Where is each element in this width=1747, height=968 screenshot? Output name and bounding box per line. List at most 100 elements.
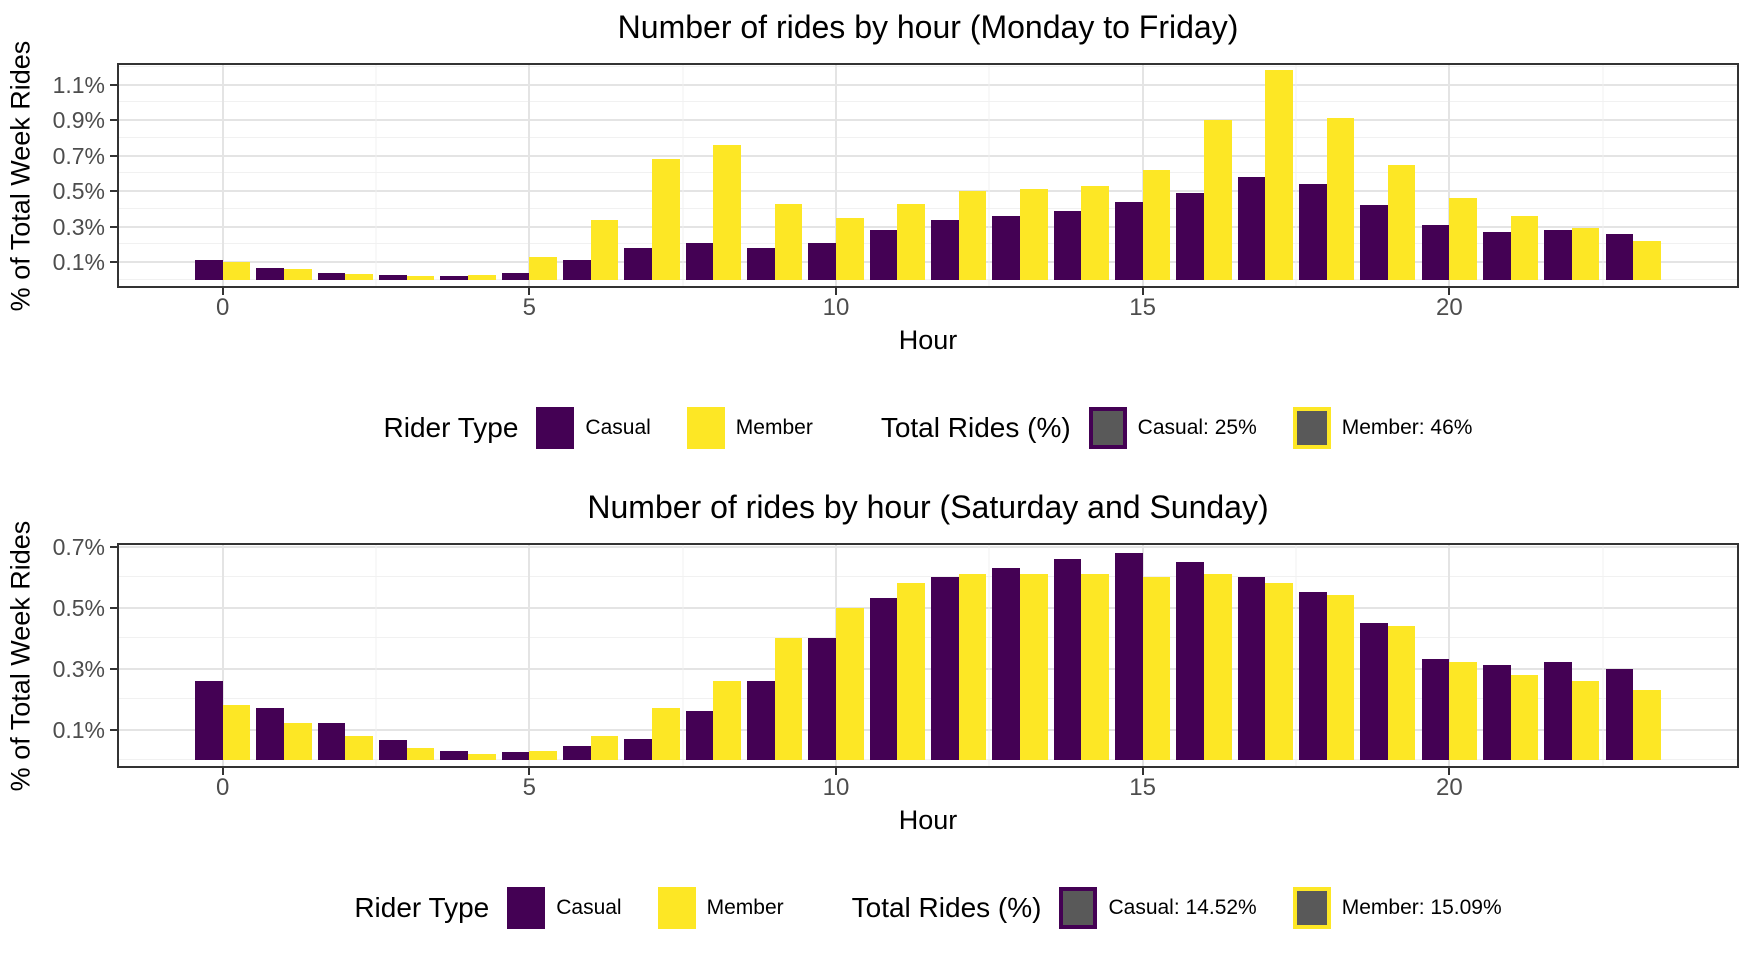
weekend-x-axis-title: Hour (898, 805, 958, 835)
weekday-plot-panel (117, 63, 1739, 288)
weekend-casual-bar-hour-2 (317, 723, 346, 760)
weekday-casual-bar-hour-16 (1176, 192, 1204, 280)
total-rides-legend-title: Total Rides (%) (880, 412, 1071, 443)
weekday-x-axis: 0 5 10 15 20 (117, 288, 1739, 321)
weekend-bar-group-hour-18 (1296, 545, 1357, 760)
y-tick-mark (110, 545, 117, 548)
weekday-bar-group-hour-20 (1419, 65, 1480, 280)
weekend-chart-body: % of Total Week Rides 0.1% 0.3% 0.5% 0.7% (0, 520, 1747, 791)
weekday-chart-body: % of Total Week Rides 0.1% 0.3% 0.5% 0.7% 0.… (0, 40, 1747, 311)
y-tick-mark (110, 154, 117, 157)
weekday-bar-group-hour-9 (744, 65, 805, 280)
x-tick-mark (528, 288, 531, 295)
y-tick-label: 0.1% (52, 249, 105, 276)
weekend-bar-group-hour-13 (989, 545, 1050, 760)
weekday-member-bar-hour-10 (835, 217, 864, 280)
minor-gridline-y (119, 698, 1737, 700)
weekday-casual-bar-hour-4 (440, 275, 468, 280)
weekend-casual-bar-hour-15 (1114, 552, 1143, 760)
weekday-member-bar-hour-4 (467, 274, 496, 280)
weekend-casual-bar-hour-0 (195, 680, 223, 760)
weekend-member-bar-hour-11 (897, 583, 925, 760)
weekend-bar-group-hour-12 (928, 545, 989, 760)
x-tick-label: 0 (215, 294, 230, 321)
weekday-bar-group-hour-1 (253, 65, 314, 280)
weekend-casual-bar-hour-18 (1298, 592, 1327, 760)
weekday-member-bar-hour-7 (651, 159, 680, 280)
weekend-bar-group-hour-7 (621, 545, 682, 760)
weekday-member-bar-hour-15 (1142, 169, 1171, 280)
weekday-bar-group-hour-10 (805, 65, 866, 280)
weekday-casual-bar-hour-15 (1114, 201, 1143, 280)
minor-gridline-y (119, 207, 1737, 209)
weekday-member-bar-hour-17 (1265, 70, 1293, 280)
weekend-casual-bar-hour-5 (501, 752, 530, 760)
weekend-casual-bar-hour-22 (1544, 662, 1572, 760)
weekend-legend: Rider Type Casual Member Total Rides (%)… (117, 884, 1739, 932)
weekend-member-bar-hour-1 (283, 723, 312, 760)
weekend-bar-group-hour-3 (376, 545, 437, 760)
x-tick-label: 0 (215, 774, 230, 801)
weekend-casual-bar-hour-20 (1421, 659, 1450, 760)
weekend-bar-group-hour-6 (560, 545, 621, 760)
weekday-member-bar-hour-0 (222, 262, 251, 280)
weekday-legend: Rider Type Casual Member Total Rides (%)… (117, 404, 1739, 452)
weekday-chart-title: Number of rides by hour (Monday to Frida… (617, 9, 1239, 45)
y-tick-mark (110, 606, 117, 609)
total-casual-swatch (1059, 887, 1098, 929)
weekend-member-bar-hour-19 (1387, 625, 1416, 760)
total-member-label: Member: 46% (1341, 416, 1473, 439)
weekday-bar-group-hour-18 (1296, 65, 1357, 280)
weekend-chart: Number of rides by hour (Saturday and Su… (0, 488, 1747, 932)
weekend-casual-bar-hour-13 (992, 567, 1020, 760)
x-tick-label: 10 (822, 774, 850, 801)
weekend-bar-group-hour-15 (1112, 545, 1173, 760)
weekday-member-bar-hour-19 (1387, 164, 1416, 280)
weekday-casual-bar-hour-8 (685, 242, 714, 280)
weekday-chart: Number of rides by hour (Monday to Frida… (0, 8, 1747, 452)
weekend-casual-bar-hour-16 (1176, 561, 1204, 760)
weekend-member-bar-hour-22 (1571, 680, 1600, 760)
casual-color-swatch (507, 887, 546, 929)
weekend-casual-bar-hour-4 (440, 750, 468, 760)
minor-gridline-y (119, 279, 1737, 280)
weekday-bar-group-hour-6 (560, 65, 621, 280)
major-gridline-y (119, 728, 1737, 731)
weekday-y-axis-title-cell: % of Total Week Rides (0, 40, 42, 311)
weekend-bar-group-hour-23 (1603, 545, 1664, 760)
weekday-member-bar-hour-12 (958, 191, 987, 280)
major-gridline-y (119, 83, 1737, 86)
weekend-member-bar-hour-20 (1449, 662, 1477, 760)
x-tick-mark (1448, 288, 1451, 295)
weekend-bar-group-hour-0 (192, 545, 253, 760)
minor-gridline-y (119, 576, 1737, 578)
casual-legend-label: Casual (585, 416, 651, 439)
y-tick-mark (110, 728, 117, 731)
bars-layer (119, 65, 1737, 286)
weekday-member-bar-hour-20 (1449, 198, 1477, 280)
y-tick-mark (110, 83, 117, 86)
weekend-bar-group-hour-5 (499, 545, 560, 760)
weekend-member-bar-hour-4 (467, 753, 496, 760)
weekday-bar-group-hour-11 (867, 65, 928, 280)
weekday-casual-bar-hour-3 (379, 274, 407, 280)
weekend-member-bar-hour-16 (1203, 573, 1232, 760)
minor-gridline-x (1602, 65, 1604, 286)
weekend-bar-group-hour-17 (1235, 545, 1296, 760)
y-tick-mark (110, 261, 117, 264)
weekend-member-bar-hour-17 (1265, 583, 1293, 760)
x-tick-label: 10 (822, 294, 850, 321)
weekday-casual-bar-hour-21 (1482, 232, 1511, 280)
weekend-member-bar-hour-21 (1510, 674, 1539, 760)
weekday-casual-bar-hour-23 (1605, 233, 1634, 280)
weekend-casual-bar-hour-9 (747, 680, 775, 760)
x-tick-label: 5 (522, 294, 537, 321)
total-member-swatch (1292, 887, 1331, 929)
x-tick-mark (1448, 768, 1451, 775)
minor-gridline-x (682, 545, 684, 766)
weekday-bar-group-hour-2 (315, 65, 376, 280)
y-tick-label: 0.5% (52, 178, 105, 205)
weekday-member-bar-hour-23 (1633, 240, 1661, 280)
major-gridline-x (528, 545, 531, 766)
weekday-casual-bar-hour-7 (624, 248, 652, 280)
